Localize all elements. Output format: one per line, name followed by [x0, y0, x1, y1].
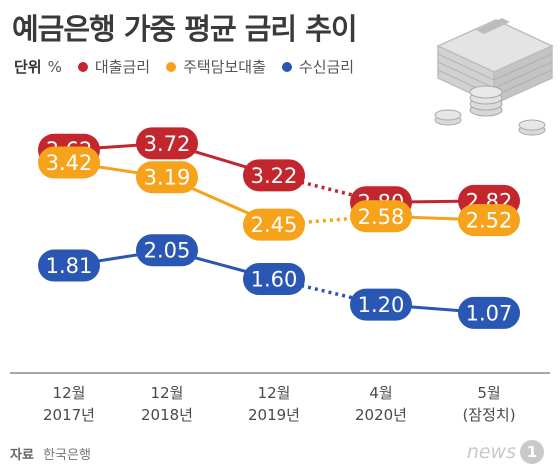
- legend-dot-mortgage: [166, 61, 177, 72]
- series-deposit-point: [38, 249, 100, 282]
- logo-badge-text: 1: [526, 443, 538, 461]
- unit-value: %: [47, 57, 62, 76]
- series-deposit-data-label: 1.60: [251, 268, 298, 292]
- logo-text: news: [466, 441, 516, 463]
- unit-label: 단위: [14, 58, 42, 76]
- source: 자료 한국은행: [10, 444, 91, 463]
- logo-badge: 1: [520, 440, 544, 464]
- series-mortgage-data-label: 3.42: [46, 151, 93, 175]
- legend: 단위 % 대출금리 주택담보대출 수신금리: [14, 56, 370, 77]
- x-tick-label: 4월: [369, 384, 392, 402]
- series-mortgage-data-label: 2.52: [466, 209, 513, 233]
- series-loan-data-label: 3.22: [251, 164, 298, 188]
- series-loan-data-label: 3.72: [144, 132, 191, 156]
- source-label: 자료: [10, 448, 34, 463]
- series-mortgage-data-label: 3.19: [144, 166, 191, 190]
- series-deposit-point: [136, 234, 198, 267]
- news1-logo: news 1: [467, 440, 544, 464]
- series-mortgage-data-label: 2.45: [251, 213, 298, 237]
- series-mortgage-point: [38, 146, 100, 179]
- legend-item-loan: 대출금리: [77, 56, 151, 77]
- legend-item-deposit: 수신금리: [281, 56, 355, 77]
- money-stack-illustration: [434, 18, 554, 136]
- series-mortgage-data-label: 2.58: [358, 205, 405, 229]
- series-deposit-point: [458, 296, 520, 329]
- x-tick-label: 2017년: [43, 406, 95, 424]
- chart-title: 예금은행 가중 평균 금리 추이: [12, 12, 358, 46]
- x-tick-label: 12월: [258, 384, 291, 402]
- series-loan-point: [136, 127, 198, 160]
- legend-label-deposit: 수신금리: [298, 58, 355, 76]
- x-tick-label: 2018년: [141, 406, 193, 424]
- legend-item-mortgage: 주택담보대출: [166, 56, 266, 77]
- series-deposit-data-label: 1.81: [46, 254, 93, 278]
- x-tick-label: 12월: [151, 384, 184, 402]
- x-tick-label: (잠정치): [462, 406, 515, 424]
- series-mortgage-point: [350, 200, 412, 233]
- x-tick-label: 12월: [53, 384, 86, 402]
- legend-label-loan: 대출금리: [94, 58, 151, 76]
- x-tick-label: 2020년: [355, 406, 407, 424]
- series-deposit-data-label: 1.07: [466, 301, 513, 325]
- series-mortgage-point: [243, 208, 305, 241]
- series-deposit-point: [350, 288, 412, 321]
- source-text: 한국은행: [43, 448, 91, 463]
- series-deposit-data-label: 1.20: [358, 293, 405, 317]
- series-deposit-point: [243, 263, 305, 295]
- legend-label-mortgage: 주택담보대출: [183, 58, 266, 76]
- series-loan-point: [243, 159, 305, 192]
- x-tick-label: 2019년: [248, 406, 300, 424]
- x-tick-label: 5월: [477, 384, 500, 402]
- legend-dot-loan: [77, 61, 88, 72]
- series-deposit-data-label: 2.05: [144, 239, 191, 263]
- series-mortgage-point: [136, 161, 198, 194]
- series-mortgage-point: [458, 204, 520, 237]
- legend-dot-deposit: [281, 61, 292, 72]
